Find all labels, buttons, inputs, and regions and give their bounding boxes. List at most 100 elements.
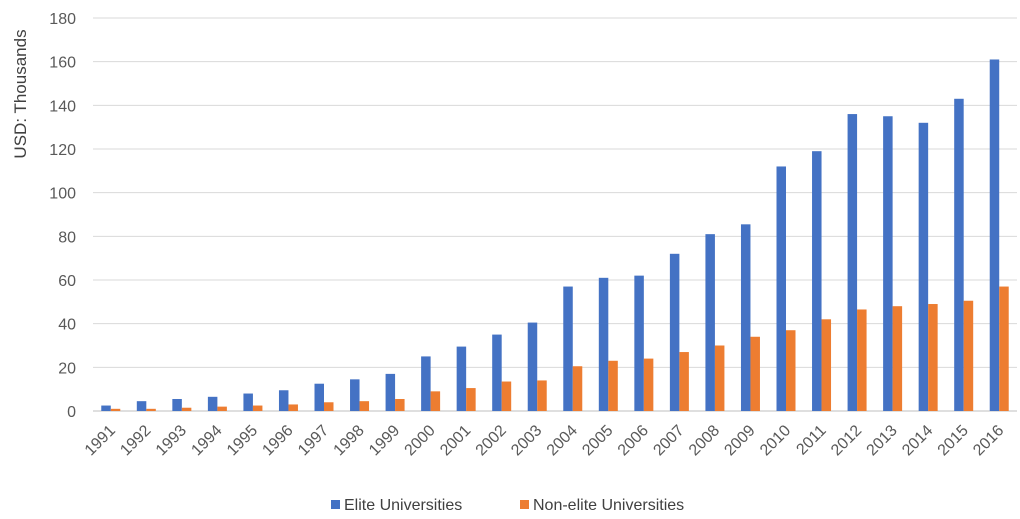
y-axis-ticks: 0 20 40 60 80 100 120 140 160 180 [49,11,76,421]
bar-non-elite [786,330,796,411]
x-tick-label: 2004 [544,422,581,459]
bars [101,59,1009,412]
y-tick-label: 160 [49,55,76,72]
x-tick-label: 2007 [650,422,687,459]
y-axis-label: USD: Thousands [11,29,30,158]
bar-non-elite [679,352,689,411]
x-tick-label: 1997 [295,422,332,459]
bar-non-elite [963,300,974,411]
x-tick-label: 1994 [188,422,225,459]
x-tick-label: 2006 [615,422,652,459]
y-tick-label: 180 [49,11,76,28]
y-tick-label: 80 [58,229,76,246]
bar-elite [989,59,1000,411]
x-tick-label: 2014 [899,422,936,459]
x-tick-label: 2005 [579,422,616,459]
x-axis-ticks: 1991199219931994199519961997199819992000… [82,422,1008,459]
bar-non-elite [324,402,334,411]
x-tick-label: 2010 [757,422,794,459]
bar-elite [421,356,431,411]
x-tick-label: 2015 [935,422,972,459]
bar-non-elite [892,306,903,411]
x-tick-label: 1996 [259,422,296,459]
bar-elite [243,393,253,411]
legend-label: Non-elite Universities [533,497,684,514]
bar-elite [314,383,324,411]
bar-non-elite [288,404,298,411]
bar-non-elite [395,398,405,411]
bar-elite [492,334,502,411]
bar-non-elite [359,401,370,411]
y-tick-label: 40 [58,317,76,334]
y-tick-label: 60 [58,273,76,290]
bar-elite [136,401,147,411]
x-tick-label: 1999 [366,422,403,459]
legend-item-non-elite: Non-elite Universities [520,497,684,514]
bar-elite [669,253,680,411]
bar-elite [278,390,289,411]
y-tick-label: 20 [58,360,76,377]
legend: Elite Universities Non-elite Universities [331,497,684,514]
y-tick-label: 120 [49,142,76,159]
bar-elite [634,275,644,411]
bar-non-elite [821,319,832,411]
bar-elite [456,346,467,411]
bar-non-elite [857,309,867,411]
legend-swatch [331,500,340,509]
bar-non-elite [110,408,121,411]
x-tick-label: 2011 [793,422,829,458]
bar-non-elite [643,358,654,411]
bar-non-elite [501,381,512,411]
bar-non-elite [537,380,547,411]
x-tick-label: 1995 [224,422,261,459]
bar-non-elite [252,405,263,411]
legend-label: Elite Universities [344,497,462,514]
bar-elite [883,116,893,411]
x-tick-label: 1998 [331,422,368,459]
y-tick-label: 100 [49,186,76,203]
bar-elite [172,398,182,411]
legend-item-elite: Elite Universities [331,497,462,514]
bar-elite [812,151,822,411]
y-tick-label: 0 [67,404,76,421]
x-tick-label: 2016 [970,422,1007,459]
bar-elite [705,234,715,411]
bar-elite [527,322,538,411]
bar-elite [954,98,964,412]
x-tick-label: 2001 [437,422,474,459]
bar-non-elite [466,388,476,411]
x-tick-label: 2013 [864,422,901,459]
x-tick-label: 2002 [473,422,510,459]
x-tick-label: 1991 [82,422,119,459]
bar-elite [740,224,751,411]
x-tick-label: 2012 [828,422,865,459]
bar-non-elite [572,366,583,411]
x-tick-label: 2003 [508,422,545,459]
bar-non-elite [750,336,760,411]
x-tick-label: 2009 [721,422,758,459]
bar-non-elite [999,286,1009,411]
bar-elite [385,373,396,411]
legend-swatch [520,500,529,509]
bar-elite [101,405,111,411]
bar-non-elite [928,304,938,411]
bar-elite [598,277,609,411]
bar-non-elite [430,391,441,411]
bar-non-elite [714,345,725,411]
y-tick-label: 140 [49,98,76,115]
bar-elite [350,379,360,411]
bar-elite [563,286,573,411]
x-tick-label: 1993 [153,422,190,459]
bar-elite [776,166,786,411]
bar-elite [918,122,929,412]
bar-elite [847,114,858,412]
gridlines [93,17,1017,412]
x-tick-label: 1992 [117,422,154,459]
x-tick-label: 2008 [686,422,723,459]
bar-non-elite [217,406,227,411]
bar-non-elite [608,360,618,411]
bar-non-elite [181,407,192,411]
x-tick-label: 2000 [402,422,439,459]
bar-non-elite [146,408,156,411]
